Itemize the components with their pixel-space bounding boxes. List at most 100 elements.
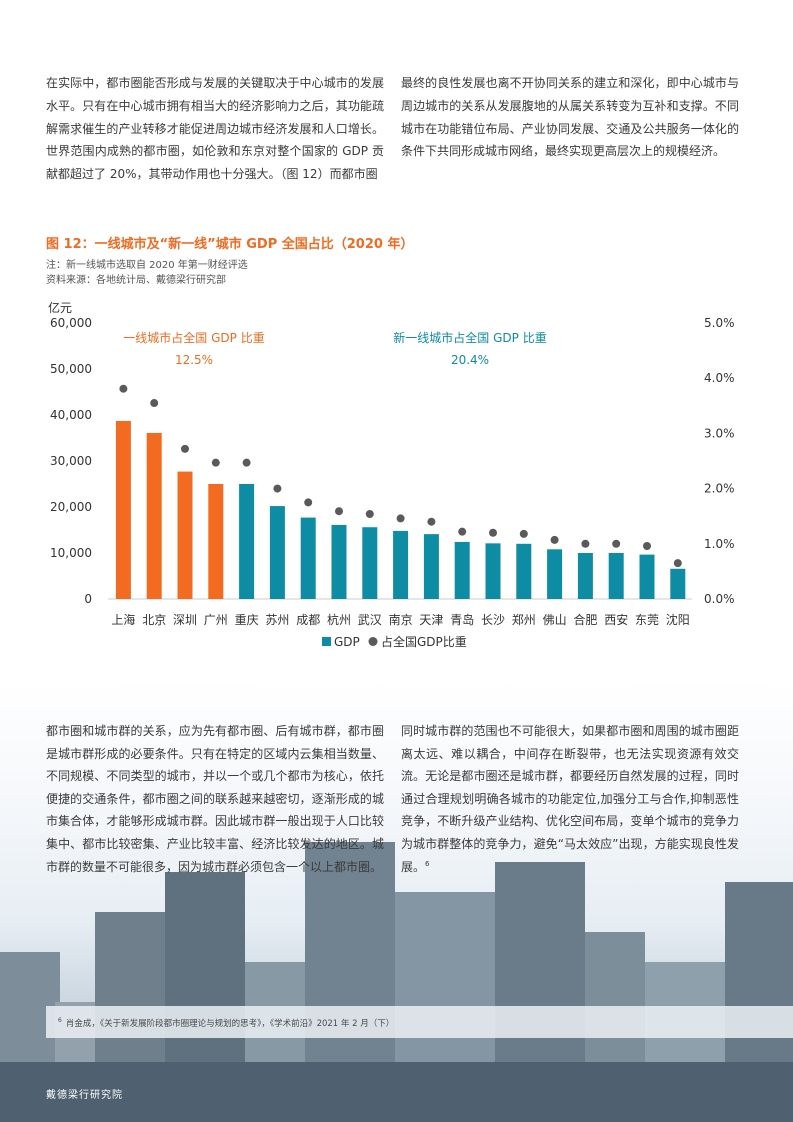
x-tick-label: 广州 <box>204 613 228 627</box>
footnote-number: 6 <box>58 1017 62 1025</box>
share-dot <box>550 535 559 544</box>
bar <box>146 432 162 599</box>
y2-tick-label: 5.0% <box>704 316 735 330</box>
figure-title: 图 12：一线城市及“新一线”城市 GDP 全国占比（2020 年） <box>46 237 414 252</box>
y2-tick-label: 3.0% <box>704 426 735 440</box>
share-dot <box>427 517 436 526</box>
share-dot <box>519 529 528 538</box>
chart-annotations: 一线城市占全国 GDP 比重 12.5% 新一线城市占全国 GDP 比重 20.4% <box>123 330 546 367</box>
share-dot <box>612 539 621 548</box>
x-tick-label: 北京 <box>142 613 166 627</box>
x-tick-label: 上海 <box>111 612 135 627</box>
share-dot <box>489 528 497 537</box>
x-tick-label: 西安 <box>604 612 628 627</box>
body-paragraph-bottom-right: 同时城市群的范围也不可能很大，如果都市圈和周围的城市圈距离太远、难以耦合，中间存… <box>401 720 739 878</box>
x-tick-label: 郑州 <box>512 612 536 627</box>
share-dot <box>242 458 251 467</box>
bar <box>485 543 501 599</box>
gdp-chart: 亿元 0 10,000 20,000 30,000 40,000 50,000 60,000… <box>48 300 735 649</box>
legend-label-share: 占全国GDP比重 <box>381 634 467 649</box>
y-tick-label: 50,000 <box>50 362 92 376</box>
bar <box>393 530 409 599</box>
share-dot <box>211 458 220 467</box>
x-axis-labels: 上海 北京 深圳 广州 重庆 苏州 成都 杭州 武汉 南京 天津 青岛 长沙 郑州 佛山 合肥 西安 东莞 沈阳 <box>111 612 689 627</box>
x-tick-label: 杭州 <box>327 612 351 627</box>
share-dot <box>673 559 682 568</box>
dot-series-share <box>119 384 682 568</box>
bar <box>331 524 347 599</box>
share-dot <box>181 444 189 453</box>
body-paragraph-bottom-right-text: 同时城市群的范围也不可能很大，如果都市圈和周围的城市圈距离太远、难以耦合，中间存… <box>401 724 739 874</box>
y-tick-label: 40,000 <box>50 408 92 422</box>
bar <box>577 553 593 599</box>
bar <box>670 568 686 599</box>
x-tick-label: 合肥 <box>573 612 597 627</box>
body-paragraph-top-right: 最终的良性发展也离不开协同关系的建立和深化，即中心城市与周边城市的关系从发展腹地… <box>401 76 739 159</box>
bar <box>239 484 255 599</box>
share-dot <box>150 399 159 408</box>
x-tick-label: 东莞 <box>635 613 659 627</box>
figure-source: 资料来源：各地统计局、戴德梁行研究部 <box>46 275 226 286</box>
bar <box>608 553 624 599</box>
x-tick-label: 南京 <box>389 612 413 627</box>
share-dot <box>396 514 405 523</box>
x-tick-label: 青岛 <box>450 612 474 627</box>
y-tick-label: 30,000 <box>50 454 92 468</box>
y2-tick-label: 4.0% <box>704 371 735 385</box>
bar <box>639 554 655 599</box>
share-dot <box>458 527 467 536</box>
legend-label-gdp: GDP <box>334 635 360 649</box>
x-tick-label: 长沙 <box>481 613 505 627</box>
bar <box>454 541 470 599</box>
annotation-value: 12.5% <box>175 353 213 367</box>
bar <box>423 534 439 599</box>
bar <box>300 517 316 599</box>
y2-tick-label: 0.0% <box>704 592 735 606</box>
bar <box>547 549 563 599</box>
body-paragraph-top-left: 在实际中，都市圈能否形成与发展的关键取决于中心城市的发展水平。只有在中心城市拥有… <box>46 76 384 182</box>
y2-tick-label: 1.0% <box>704 537 735 551</box>
bar-series-gdp <box>115 420 686 599</box>
body-paragraph-bottom-left: 都市圈和城市群的关系，应为先有都市圈、后有城市群，都市圈是城市群形成的必要条件。… <box>46 724 384 874</box>
footer-brand: 戴德梁行研究院 <box>46 1090 123 1101</box>
x-tick-label: 沈阳 <box>666 612 690 627</box>
bar <box>177 471 193 599</box>
x-tick-label: 重庆 <box>235 613 259 627</box>
share-dot <box>273 484 282 493</box>
share-dot <box>365 509 374 518</box>
chart-legend: GDP 占全国GDP比重 <box>322 634 467 649</box>
bar <box>208 484 224 599</box>
footnote-text: 肖金成，《关于新发展阶段都市圈理论与规划的思考》，《学术前沿》2021 年 2 … <box>65 1019 395 1029</box>
y-tick-label: 60,000 <box>50 316 92 330</box>
x-tick-label: 深圳 <box>173 613 197 627</box>
footnote: 6 肖金成，《关于新发展阶段都市圈理论与规划的思考》，《学术前沿》2021 年 2… <box>58 1017 394 1029</box>
x-tick-label: 佛山 <box>543 613 567 627</box>
share-dot <box>119 384 128 393</box>
bar <box>115 420 131 599</box>
y2-axis-ticks: 0.0% 1.0% 2.0% 3.0% 4.0% 5.0% <box>704 316 735 606</box>
share-dot <box>581 539 590 548</box>
annotation-label: 一线城市占全国 GDP 比重 <box>123 330 264 345</box>
y2-tick-label: 2.0% <box>704 482 735 496</box>
x-tick-label: 苏州 <box>265 613 289 627</box>
legend-swatch-gdp <box>322 637 331 646</box>
x-tick-label: 成都 <box>296 613 320 627</box>
bar <box>269 506 285 599</box>
x-tick-label: 天津 <box>419 613 443 627</box>
y-tick-label: 20,000 <box>50 500 92 514</box>
annotation-label: 新一线城市占全国 GDP 比重 <box>393 330 546 345</box>
share-dot <box>304 498 313 507</box>
y-axis-ticks: 0 10,000 20,000 30,000 40,000 50,000 60,000 <box>50 316 92 606</box>
footnote-ref-6: 6 <box>425 859 430 868</box>
bar <box>362 527 378 599</box>
annotation-value: 20.4% <box>451 353 489 367</box>
y-tick-label: 10,000 <box>50 546 92 560</box>
footnote-box <box>46 1006 793 1038</box>
legend-swatch-share <box>368 637 378 646</box>
figure-note: 注：新一线城市选取自 2020 年第一财经评选 <box>46 260 248 271</box>
x-tick-label: 武汉 <box>358 613 382 627</box>
share-dot <box>643 542 651 551</box>
share-dot <box>335 507 343 516</box>
y-axis-label: 亿元 <box>48 300 72 315</box>
bar <box>516 543 532 599</box>
